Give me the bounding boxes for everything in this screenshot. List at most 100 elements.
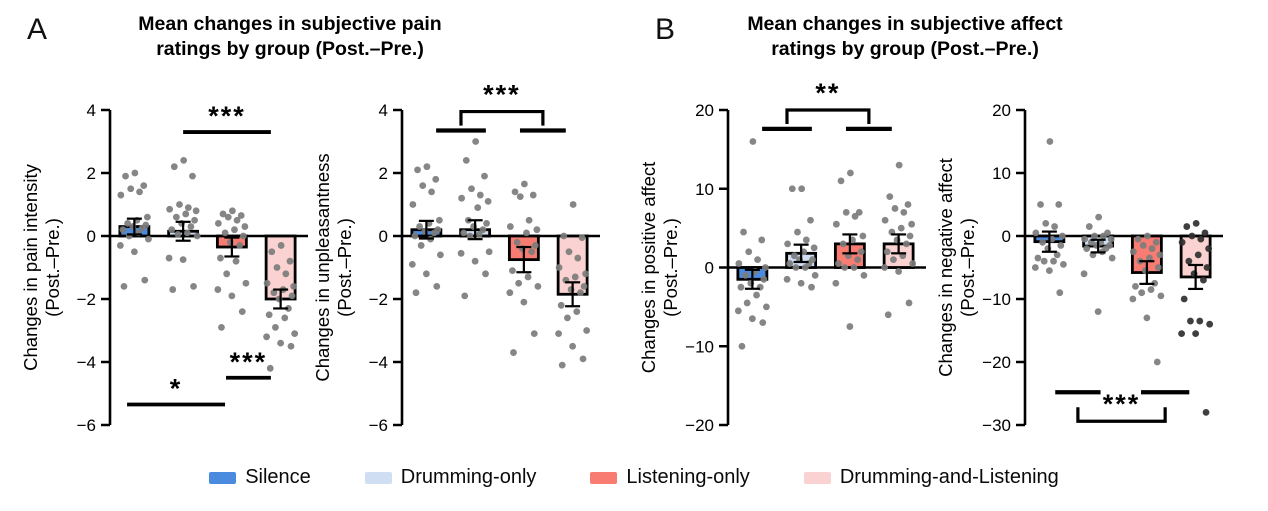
y-tick-label: 2 (87, 164, 96, 183)
point-listening-only (236, 242, 244, 249)
significance-annotation: ** (762, 80, 892, 132)
point-drumming-only (1085, 223, 1093, 230)
point-silence (119, 226, 127, 234)
point-drumming-and-listening (906, 232, 914, 240)
point-drumming-only (483, 220, 490, 227)
panel-a-title: Mean changes in subjective pain ratings … (30, 12, 550, 62)
point-listening-only (506, 289, 514, 297)
y-axis-label-line2: (Post.–Pre.) (957, 218, 978, 317)
panel-a-label: A (27, 13, 48, 46)
point-drumming-and-listening (565, 248, 573, 256)
y-axis-label-line1: Changes in negative affect (935, 158, 956, 377)
point-drumming-and-listening (286, 257, 294, 265)
point-silence (1060, 260, 1067, 268)
point-silence (742, 271, 750, 279)
point-listening-only (241, 223, 249, 230)
point-silence (411, 232, 419, 240)
point-listening-only (841, 264, 849, 271)
y-tick-label: 4 (379, 101, 388, 120)
point-silence (754, 256, 761, 264)
point-drumming-and-listening (287, 342, 295, 350)
point-drumming-and-listening (582, 270, 590, 278)
point-drumming-and-listening (1192, 330, 1200, 338)
point-listening-only (835, 260, 842, 267)
legend-item-drumming-only: Drumming-only (364, 466, 536, 489)
point-drumming-and-listening (277, 339, 285, 347)
point-silence (430, 229, 438, 237)
point-drumming-and-listening (1192, 220, 1200, 227)
point-silence (1031, 264, 1039, 271)
point-listening-only (531, 242, 539, 249)
point-silence (120, 283, 128, 290)
y-tick-label: 20 (695, 101, 714, 120)
data-points (408, 138, 591, 369)
sig-stars: ** (815, 80, 840, 108)
data-points (1031, 138, 1214, 416)
point-drumming-only (468, 185, 475, 193)
chart-positive-affect: Changes in positive affect (Post.–Pre.) 20… (638, 80, 926, 435)
point-drumming-only (798, 185, 806, 193)
point-listening-only (1154, 264, 1162, 271)
point-listening-only (533, 226, 541, 234)
point-silence (437, 251, 444, 259)
point-silence (416, 223, 424, 230)
point-drumming-only (485, 248, 493, 256)
y-tick-label: −6 (369, 416, 388, 435)
point-silence (1037, 201, 1044, 208)
point-drumming-and-listening (571, 273, 579, 281)
point-listening-only (1134, 235, 1142, 243)
point-listening-only (1157, 292, 1165, 300)
point-listening-only (854, 256, 862, 264)
significance-annotation: * (127, 374, 226, 407)
y-axis-label-line1: Changes in positive affect (638, 162, 659, 374)
point-drumming-only (471, 257, 479, 265)
point-listening-only (1129, 295, 1137, 303)
point-drumming-and-listening (909, 260, 917, 267)
point-drumming-only (193, 232, 201, 240)
point-drumming-and-listening (895, 161, 903, 169)
legend-swatch-silence (209, 471, 237, 484)
point-listening-only (214, 286, 222, 293)
point-drumming-and-listening (265, 311, 273, 319)
point-drumming-and-listening (904, 201, 912, 208)
point-drumming-only (475, 231, 483, 238)
point-drumming-and-listening (1187, 317, 1194, 325)
point-listening-only (1139, 242, 1147, 249)
point-listening-only (846, 169, 854, 177)
point-drumming-only (466, 232, 474, 240)
point-silence (122, 172, 129, 180)
point-listening-only (511, 188, 519, 196)
panel-b-title-line2: ratings by group (Post.–Pre.) (771, 38, 1039, 60)
point-drumming-only (788, 185, 796, 193)
point-drumming-only (794, 228, 801, 236)
point-listening-only (528, 248, 536, 256)
point-silence (738, 342, 746, 350)
legend-item-listening-only: Listening-only (590, 466, 750, 489)
point-drumming-only (1083, 245, 1091, 253)
error-bars (126, 217, 289, 310)
point-drumming-and-listening (288, 292, 296, 300)
point-drumming-and-listening (290, 283, 298, 290)
legend-swatch-drumming-only (364, 471, 392, 484)
point-drumming-and-listening (555, 330, 562, 338)
point-silence (743, 299, 751, 307)
point-drumming-and-listening (263, 333, 270, 341)
point-silence (1057, 242, 1065, 249)
y-tick-label: −2 (77, 290, 96, 309)
panel-a-title-line2: ratings by group (Post.–Pre.) (156, 38, 424, 60)
point-drumming-and-listening (1188, 232, 1196, 240)
point-silence (140, 182, 148, 189)
point-drumming-and-listening (1183, 223, 1191, 230)
point-drumming-and-listening (897, 224, 905, 232)
point-drumming-and-listening (558, 361, 566, 369)
y-tick-label: −10 (685, 337, 714, 356)
legend-label-silence: Silence (245, 466, 311, 488)
point-drumming-only (176, 201, 183, 208)
point-drumming-and-listening (886, 193, 894, 201)
point-drumming-only (183, 229, 191, 237)
point-drumming-and-listening (881, 264, 888, 271)
point-drumming-only (1081, 235, 1089, 243)
point-drumming-and-listening (1201, 229, 1209, 237)
y-axis-label-line2: (Post.–Pre.) (334, 218, 355, 317)
y-tick-label: −10 (982, 290, 1011, 309)
